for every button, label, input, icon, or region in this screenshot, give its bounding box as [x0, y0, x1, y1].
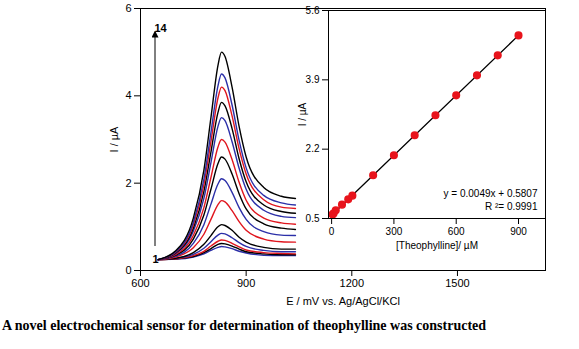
- svg-text:0.5: 0.5: [306, 213, 320, 224]
- svg-text:y = 0.0049x + 0.5807: y = 0.0049x + 0.5807: [444, 188, 538, 199]
- svg-text:E / mV vs. Ag/AgCl/KCl: E / mV vs. Ag/AgCl/KCl: [286, 295, 400, 307]
- svg-text:1: 1: [153, 253, 159, 265]
- svg-text:14: 14: [155, 22, 168, 34]
- svg-text:I / µA: I / µA: [297, 102, 308, 126]
- svg-text:900: 900: [510, 226, 527, 237]
- svg-text:[Theophylline]/ µM: [Theophylline]/ µM: [396, 240, 478, 251]
- svg-text:R ²= 0.9991: R ²= 0.9991: [485, 201, 538, 212]
- svg-text:3.9: 3.9: [306, 74, 320, 85]
- svg-text:600: 600: [448, 226, 465, 237]
- svg-text:2.2: 2.2: [306, 143, 320, 154]
- svg-text:0: 0: [329, 226, 335, 237]
- svg-text:1200: 1200: [340, 277, 364, 289]
- svg-text:0: 0: [125, 264, 131, 276]
- svg-text:1500: 1500: [445, 277, 469, 289]
- svg-text:6: 6: [125, 2, 131, 14]
- svg-text:600: 600: [131, 277, 149, 289]
- svg-text:4: 4: [125, 89, 131, 101]
- html-text:A novel electrochemical sensor: A novel electrochemical sensor for deter…: [2, 318, 487, 333]
- svg-text:2: 2: [125, 177, 131, 189]
- svg-text:I / µA: I / µA: [108, 126, 120, 153]
- svg-text:900: 900: [237, 277, 255, 289]
- svg-text:300: 300: [386, 226, 403, 237]
- svg-text:5.6: 5.6: [306, 5, 320, 16]
